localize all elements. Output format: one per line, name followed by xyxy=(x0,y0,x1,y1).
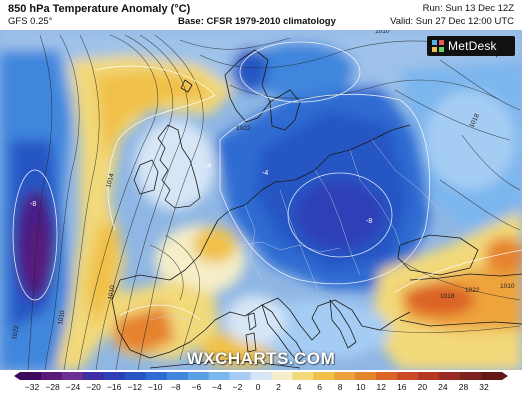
isobar-label: 1018 xyxy=(440,293,455,300)
scale-tick-label: −24 xyxy=(65,382,81,392)
scale-swatch xyxy=(376,372,398,380)
scale-tick-label: 2 xyxy=(276,382,281,392)
scale-swatch xyxy=(481,372,503,380)
scale-swatch xyxy=(187,372,210,380)
logo-text: MetDesk xyxy=(448,39,497,53)
scale-swatch xyxy=(439,372,461,380)
scale-tick-label: 24 xyxy=(438,382,448,392)
scale-tick-label: 8 xyxy=(337,382,343,392)
scale-tick-label: −20 xyxy=(86,382,101,392)
contour-label: -4 xyxy=(205,163,211,170)
scale-tick-label: 10 xyxy=(355,382,366,392)
isobar-label: 1014 xyxy=(105,172,116,188)
scale-swatch xyxy=(250,372,272,380)
scale-tick-label: −2 xyxy=(232,382,243,392)
scale-swatch xyxy=(229,372,252,380)
scale-swatch xyxy=(20,372,42,380)
isobar-label: 1010 xyxy=(57,310,66,326)
scale-tick-label: 6 xyxy=(317,382,322,392)
scale-swatch xyxy=(208,372,231,380)
run-label: Run: Sun 13 Dec 12Z xyxy=(422,3,514,14)
isobar-label: 1022 xyxy=(11,325,20,341)
isobar-label: 1010 xyxy=(500,283,515,290)
isobars xyxy=(27,34,521,370)
watermark: WXCHARTS.COM xyxy=(186,349,336,368)
scale-arrow-right xyxy=(502,372,508,380)
anomaly-map: 1010 1018 1022 1014 1010 1022 1018 1010 … xyxy=(0,30,522,370)
contour-label: -8 xyxy=(366,218,372,225)
scale-tick-label: 12 xyxy=(376,382,386,392)
model-label: GFS 0.25° xyxy=(8,16,53,27)
anomaly-labels: -8 -4 -4 -8 xyxy=(30,163,372,225)
scale-swatch xyxy=(40,372,63,380)
scale-swatch xyxy=(334,372,356,380)
scale-swatch xyxy=(313,372,335,380)
anomaly-map-svg: 1010 1018 1022 1014 1010 1022 1018 1010 … xyxy=(0,30,522,370)
scale-tick-label: −32 xyxy=(24,382,40,392)
scale-swatch xyxy=(418,372,440,380)
scale-tick-label: −16 xyxy=(106,382,122,392)
scale-tick-label: 32 xyxy=(479,382,489,392)
scale-swatch xyxy=(103,372,126,380)
scale-swatch xyxy=(460,372,482,380)
scale-swatch xyxy=(82,372,105,380)
scale-swatch xyxy=(61,372,84,380)
isobar-label: 1022 xyxy=(236,125,251,132)
scale-arrow-left xyxy=(14,372,20,380)
scale-tick-label: 4 xyxy=(296,382,302,392)
chart-title: 850 hPa Temperature Anomaly (°C) xyxy=(8,3,191,15)
anomaly-contours xyxy=(12,41,522,321)
country-borders xyxy=(149,139,441,331)
scale-tick-label: 20 xyxy=(417,382,428,392)
base-label: Base: CFSR 1979-2010 climatology xyxy=(178,16,336,27)
scale-tick-label: −4 xyxy=(212,382,222,392)
color-scale-bar xyxy=(14,372,508,380)
scale-swatch xyxy=(124,372,147,380)
contour-label: -8 xyxy=(30,201,36,208)
header: 850 hPa Temperature Anomaly (°C) GFS 0.2… xyxy=(0,0,522,30)
metdesk-logo-icon xyxy=(432,40,444,52)
scale-tick-label: −10 xyxy=(148,382,163,392)
valid-label: Valid: Sun 27 Dec 12:00 UTC xyxy=(390,16,514,27)
scale-swatch xyxy=(292,372,314,380)
scale-swatch xyxy=(166,372,189,380)
scale-swatch xyxy=(355,372,377,380)
color-scale-ticks: −32 −28 −24 −20 −16 −12 −10 −8 −6 −4 −2 0 2 4 6 8 10 12 16… xyxy=(0,382,522,396)
scale-tick-label: −8 xyxy=(170,382,181,392)
scale-tick-label: −6 xyxy=(191,382,202,392)
metdesk-logo: MetDesk xyxy=(427,36,515,56)
scale-tick-label: −12 xyxy=(127,382,142,392)
scale-swatch xyxy=(397,372,419,380)
scale-swatch xyxy=(145,372,168,380)
scale-tick-label: 0 xyxy=(255,382,261,392)
scale-swatch xyxy=(271,372,293,380)
scale-tick-label: −28 xyxy=(45,382,60,392)
isobar-label: 1010 xyxy=(375,30,390,35)
isobar-label: 1010 xyxy=(107,285,116,301)
isobar-label: 1022 xyxy=(465,287,480,294)
scale-tick-label: 16 xyxy=(397,382,407,392)
contour-label: -4 xyxy=(262,170,268,177)
scale-tick-label: 28 xyxy=(458,382,469,392)
coastlines xyxy=(111,49,522,369)
